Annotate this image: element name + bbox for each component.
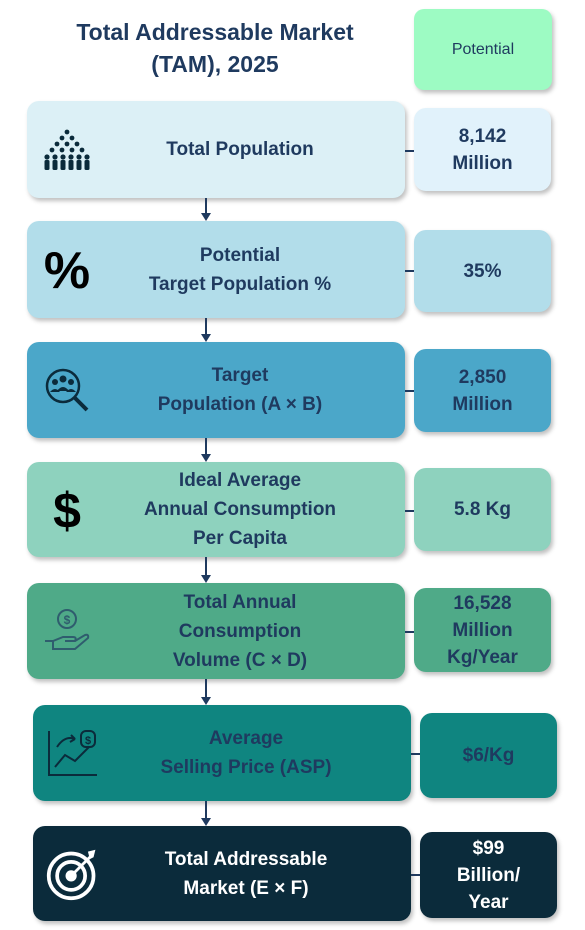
step-value-line: $99 (472, 837, 505, 859)
step-value-line: Million (452, 152, 513, 174)
step-box-2: % Potential Target Population % (27, 221, 405, 318)
step-value-line: $6/Kg (462, 745, 515, 766)
page-title: Total Addressable Market (TAM), 2025 (40, 16, 390, 80)
step-value-1: 8,142 Million (414, 108, 551, 191)
step-label-line: Total Population (166, 139, 314, 160)
step-value-line: 16,528 (453, 592, 512, 614)
svg-text:$: $ (53, 483, 81, 538)
arrow-head (201, 697, 211, 705)
step-label-line: Total Annual (183, 591, 297, 613)
step-value-line: Billion/ (456, 864, 521, 886)
people-crowd-icon (39, 122, 95, 178)
step-value-line: Kg/Year (447, 646, 518, 668)
step-value-7: $99 Billion/Year (420, 832, 557, 918)
arrow-head (201, 213, 211, 221)
step-label-line: Ideal Average (178, 470, 302, 491)
step-value-3: 2,850 Million (414, 349, 551, 432)
connector-line (405, 509, 414, 512)
step-box-6: $ Average Selling Price (ASP) (33, 705, 411, 801)
step-value-line: Million (452, 619, 513, 641)
step-label-line: Average (208, 728, 284, 749)
step-label-line: Consumption (178, 620, 302, 642)
connector-line (405, 149, 414, 152)
svg-text:$: $ (85, 735, 91, 747)
step-label-line: Target Population % (148, 273, 332, 295)
money-hand-icon: $ (39, 603, 95, 659)
arrow-head (201, 575, 211, 583)
dollar-icon: $ (39, 482, 95, 538)
step-box-1: Total Population (27, 101, 405, 198)
price-growth-icon: $ (45, 725, 101, 781)
step-label: Total Population (166, 135, 313, 164)
flow-arrow (205, 679, 207, 698)
step-label-line: Total Addressable (164, 848, 328, 870)
step-box-7: Total Addressable Market (E × F) (33, 826, 411, 921)
step-label: Average Selling Price (ASP) (160, 724, 331, 782)
title-line-1: Total Addressable Market (76, 19, 354, 45)
flow-arrow (205, 318, 207, 335)
step-value-line: Year (468, 891, 509, 913)
arrow-head (201, 334, 211, 342)
connector-line (405, 390, 414, 392)
step-box-5: $ Total Annual Consumption Volume (C × D) (27, 583, 405, 679)
target-group-search-icon (39, 362, 95, 418)
step-value-line: 2,850 (458, 366, 507, 388)
arrow-head (201, 454, 211, 462)
step-label: Target Population (A × B) (158, 361, 322, 419)
title-line-2: (TAM), 2025 (151, 51, 279, 77)
step-label-line: Selling Price (ASP) (160, 757, 332, 778)
target-dart-icon (45, 846, 101, 902)
step-box-4: $ Ideal Average Annual Consumption Per Capi… (27, 462, 405, 557)
step-value-line: 5.8 Kg (453, 499, 512, 520)
step-label: Ideal Average Annual Consumption Per Capit… (144, 466, 336, 553)
legend-label: Potential (451, 40, 515, 58)
step-value-line: Million (452, 393, 513, 415)
step-label-line: Volume (C × D) (172, 649, 308, 671)
step-label-line: Market (E × F) (183, 877, 309, 899)
flow-arrow (205, 801, 207, 819)
flow-arrow (205, 198, 207, 214)
step-value-2: 35% (414, 230, 551, 312)
connector-line (405, 631, 414, 633)
step-label-line: Annual Consumption (143, 499, 337, 520)
step-label-line: Target (211, 365, 269, 386)
step-value-line: 8,142 (458, 125, 507, 147)
step-label: Total Addressable Market (E × F) (165, 845, 328, 903)
step-label: Total Annual Consumption Volume (C × D) (173, 588, 307, 675)
step-box-3: Target Population (A × B) (27, 342, 405, 438)
step-label-line: Population (A × B) (157, 394, 323, 415)
step-value-4: 5.8 Kg (414, 468, 551, 551)
step-label-line: Per Capita (193, 528, 287, 549)
flow-arrow (205, 557, 207, 576)
arrow-head (201, 818, 211, 826)
step-value-6: $6/Kg (420, 713, 557, 798)
flow-arrow (205, 438, 207, 455)
step-value-5: 16,528 Million Kg/Year (414, 588, 551, 672)
step-value-line: 35% (463, 260, 502, 282)
svg-text:$: $ (64, 613, 71, 627)
connector-line (411, 753, 420, 755)
connector-line (411, 873, 420, 876)
step-label-line: Potential (199, 244, 281, 266)
svg-text:%: % (44, 242, 90, 298)
step-label: Potential Target Population % (149, 241, 331, 299)
legend-potential: Potential (414, 9, 552, 90)
connector-line (405, 269, 414, 272)
percent-icon: % (39, 242, 95, 298)
